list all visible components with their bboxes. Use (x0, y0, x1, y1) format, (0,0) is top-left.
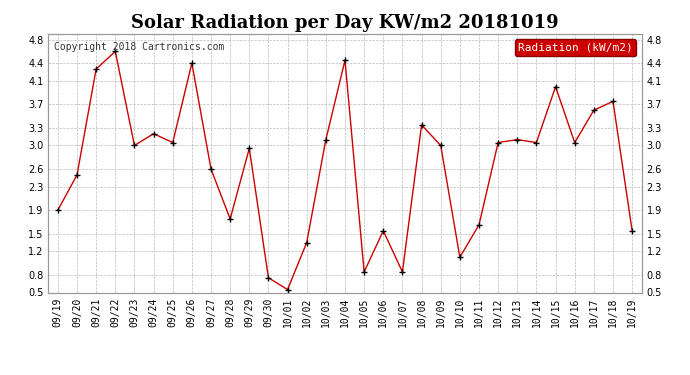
Title: Solar Radiation per Day KW/m2 20181019: Solar Radiation per Day KW/m2 20181019 (131, 14, 559, 32)
Text: Copyright 2018 Cartronics.com: Copyright 2018 Cartronics.com (55, 42, 225, 51)
Legend: Radiation (kW/m2): Radiation (kW/m2) (515, 39, 636, 56)
